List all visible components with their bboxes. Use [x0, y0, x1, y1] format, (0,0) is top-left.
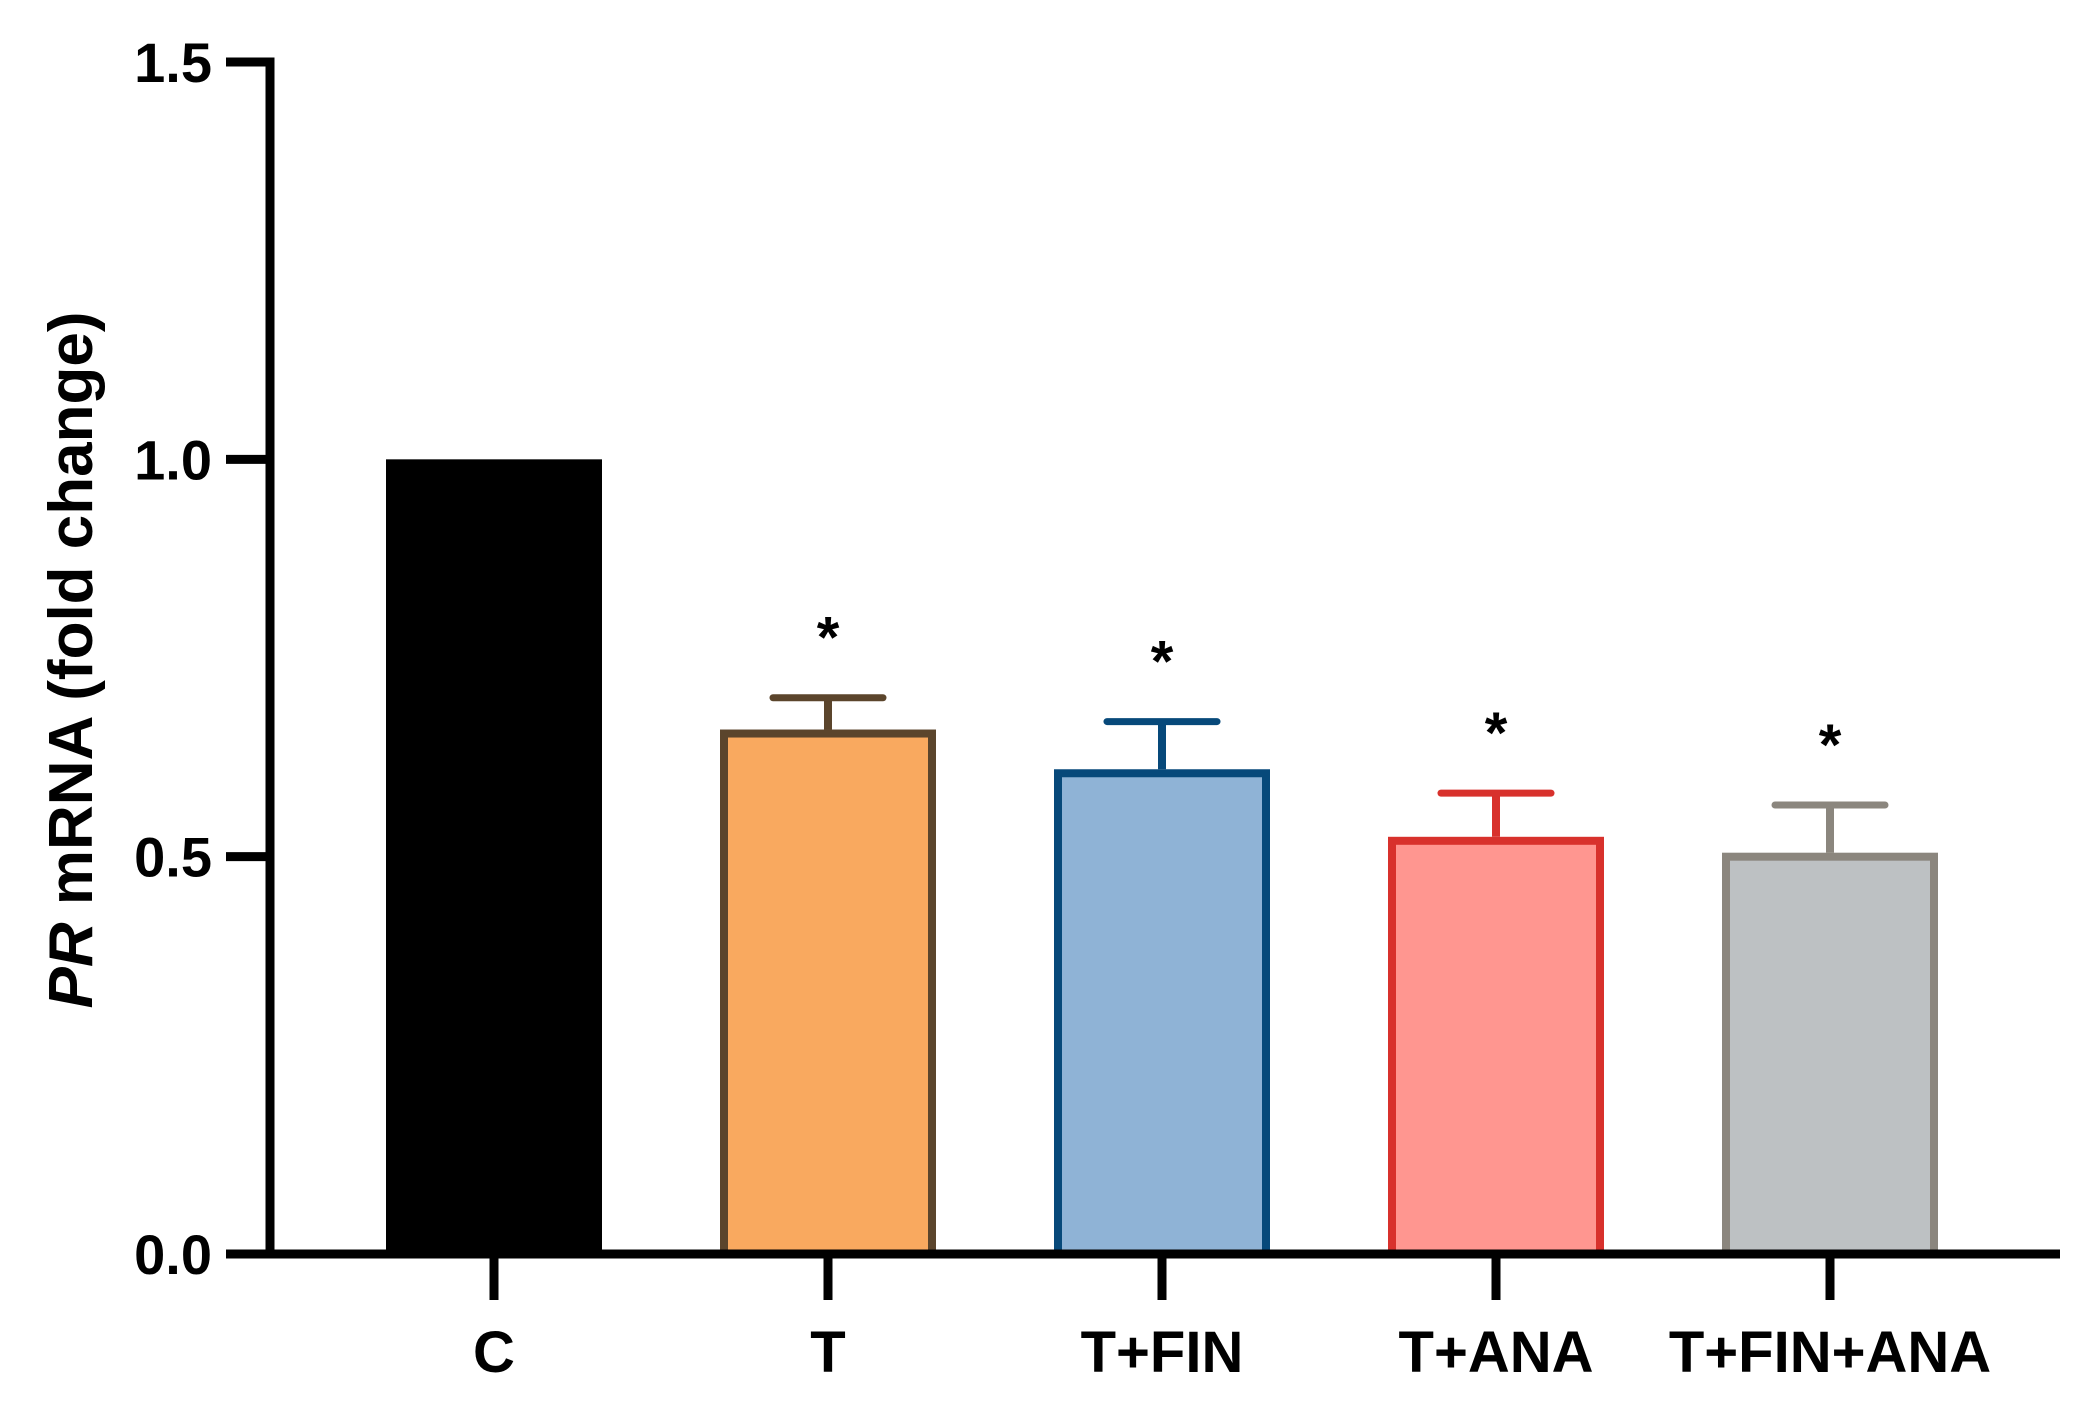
error-bars-layer — [769, 694, 1889, 853]
bar-t-plus-fin-plus-ana — [1722, 852, 1938, 1259]
x-tick-label: T+FIN — [1081, 1320, 1244, 1385]
error-bar-t-plus-fin — [1103, 718, 1221, 770]
x-tick-label: C — [473, 1320, 515, 1385]
bars-layer — [386, 459, 1938, 1259]
significance-marker: * — [1819, 713, 1842, 778]
y-tick-label: 0.0 — [134, 1223, 212, 1286]
significance-marker: * — [1151, 630, 1174, 695]
y-tick-label: 0.5 — [134, 826, 212, 889]
y-tick-label: 1.5 — [134, 31, 212, 94]
significance-layer: * * * * — [817, 606, 1842, 778]
error-bar-t-plus-fin-plus-ana — [1771, 801, 1889, 853]
significance-marker: * — [817, 606, 840, 671]
bar-c — [386, 459, 602, 1254]
y-axis-title-rest: mRNA (fold change) — [37, 312, 106, 923]
x-tick-label: T+FIN+ANA — [1669, 1320, 1991, 1385]
significance-marker: * — [1485, 701, 1508, 766]
labels-layer: C T T+FIN T+ANA T+FIN+ANA 0.0 0.5 1.0 1.5 — [134, 31, 1991, 1385]
error-bar-t-plus-ana — [1437, 789, 1555, 837]
x-tick-label: T — [810, 1320, 845, 1385]
bar-t-plus-ana — [1388, 836, 1604, 1258]
y-axis-title: PR mRNA (fold change) — [37, 312, 106, 1009]
y-tick-label: 1.0 — [134, 428, 212, 491]
x-tick-label: T+ANA — [1399, 1320, 1594, 1385]
y-axis-title-italic: PR — [37, 922, 106, 1008]
error-bar-t — [769, 694, 887, 730]
bar-t — [720, 729, 936, 1258]
axes-layer — [226, 57, 2060, 1300]
bar-t-plus-fin — [1054, 769, 1270, 1259]
